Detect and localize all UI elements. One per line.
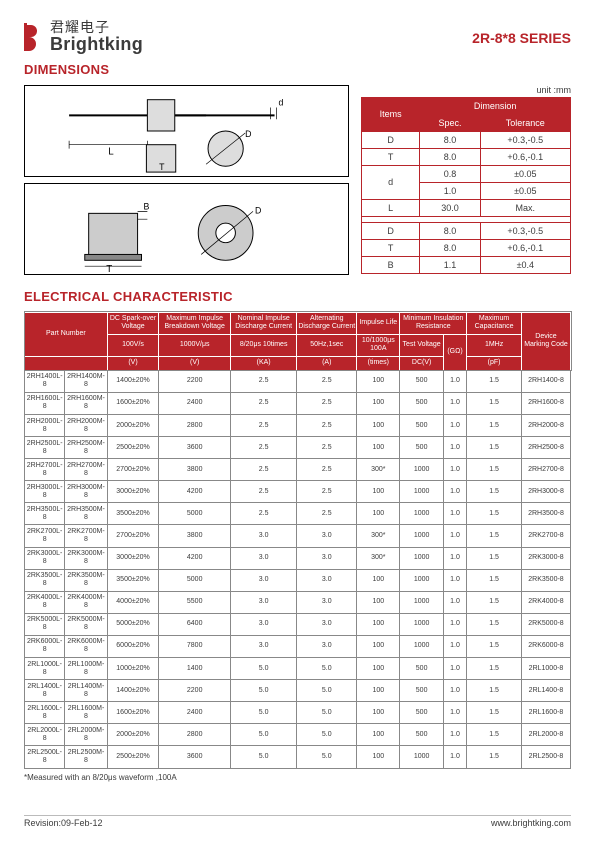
dim-th-dimension: Dimension: [420, 97, 571, 114]
url: www.brightking.com: [491, 818, 571, 828]
svg-text:d: d: [278, 97, 283, 107]
dim-item: D: [362, 131, 420, 148]
logo-en: Brightking: [50, 35, 143, 54]
table-row: 2RK4000L-82RK4000M-84000±20%55003.03.010…: [25, 591, 571, 613]
table-row: 2RH2700L-82RH2700M-82700±20%38002.52.530…: [25, 459, 571, 481]
diagrams: L d D T T B: [24, 85, 349, 275]
logo-text: 君耀电子 Brightking: [50, 20, 143, 54]
table-row: 2RK2700L-82RK2700M-82700±20%38003.03.030…: [25, 525, 571, 547]
logo-icon: [24, 23, 46, 51]
electrical-table: Part Number DC Spark-over Voltage Maximu…: [24, 312, 571, 769]
table-row: 2RL1000L-82RL1000M-81000±20%14005.05.010…: [25, 658, 571, 680]
table-row: 2RH1400L-82RH1400M-81400±20%22002.52.510…: [25, 370, 571, 392]
table-row: 2RH2000L-82RH2000M-82000±20%28002.52.510…: [25, 415, 571, 437]
table-row: 2RH1600L-82RH1600M-81600±20%24002.52.510…: [25, 392, 571, 414]
svg-text:D: D: [255, 205, 261, 215]
svg-text:L: L: [108, 146, 114, 157]
dimensions-title: DIMENSIONS: [24, 62, 571, 77]
dimension-table-wrap: unit :mm Items Dimension Spec. Tolerance…: [361, 85, 571, 275]
table-row: 2RL1600L-82RL1600M-81600±20%24005.05.010…: [25, 702, 571, 724]
svg-text:T: T: [159, 162, 165, 172]
dimension-table: Items Dimension Spec. Tolerance D8.0+0.3…: [361, 97, 571, 274]
table-row: 2RK6000L-82RK6000M-86000±20%78003.03.010…: [25, 635, 571, 657]
table-row: 2RH2500L-82RH2500M-82500±20%36002.52.510…: [25, 437, 571, 459]
dimensions-row: L d D T T B: [24, 85, 571, 275]
diagram-leaded: L d D T: [24, 85, 349, 177]
svg-text:B: B: [143, 201, 149, 211]
logo-cn: 君耀电子: [50, 20, 143, 35]
dim-item: L: [362, 199, 420, 216]
table-row: 2RK3500L-82RK3500M-83500±20%50003.03.010…: [25, 569, 571, 591]
table-row: 2RK3000L-82RK3000M-83000±20%42003.03.030…: [25, 547, 571, 569]
table-row: 2RH3000L-82RH3000M-83000±20%42002.52.510…: [25, 481, 571, 503]
electrical-title: ELECTRICAL CHARACTERISTIC: [24, 289, 571, 304]
revision: Revision:09-Feb-12: [24, 818, 103, 828]
dim-th-items: Items: [362, 97, 420, 131]
dim-th-spec: Spec.: [420, 114, 480, 131]
table-row: 2RL2000L-82RL2000M-82000±20%28005.05.010…: [25, 724, 571, 746]
dim-item: d: [362, 165, 420, 199]
header: 君耀电子 Brightking 2R-8*8 SERIES: [24, 20, 571, 54]
svg-text:D: D: [245, 128, 251, 138]
diagram-smd: T B D: [24, 183, 349, 275]
logo: 君耀电子 Brightking: [24, 20, 143, 54]
footer: Revision:09-Feb-12 www.brightking.com: [24, 815, 571, 828]
table-row: 2RH3500L-82RH3500M-83500±20%50002.52.510…: [25, 503, 571, 525]
svg-text:T: T: [106, 264, 112, 274]
dim-item: T: [362, 148, 420, 165]
table-row: 2RL1400L-82RL1400M-81400±20%22005.05.010…: [25, 680, 571, 702]
table-row: 2RL2500L-82RL2500M-82500±20%36005.05.010…: [25, 746, 571, 768]
table-row: 2RK5000L-82RK5000M-85000±20%64003.03.010…: [25, 613, 571, 635]
series-title: 2R-8*8 SERIES: [472, 30, 571, 46]
unit-label: unit :mm: [361, 85, 571, 95]
dim-th-tol: Tolerance: [480, 114, 570, 131]
footnote: *Measured with an 8/20μs waveform ,100A: [24, 773, 571, 782]
